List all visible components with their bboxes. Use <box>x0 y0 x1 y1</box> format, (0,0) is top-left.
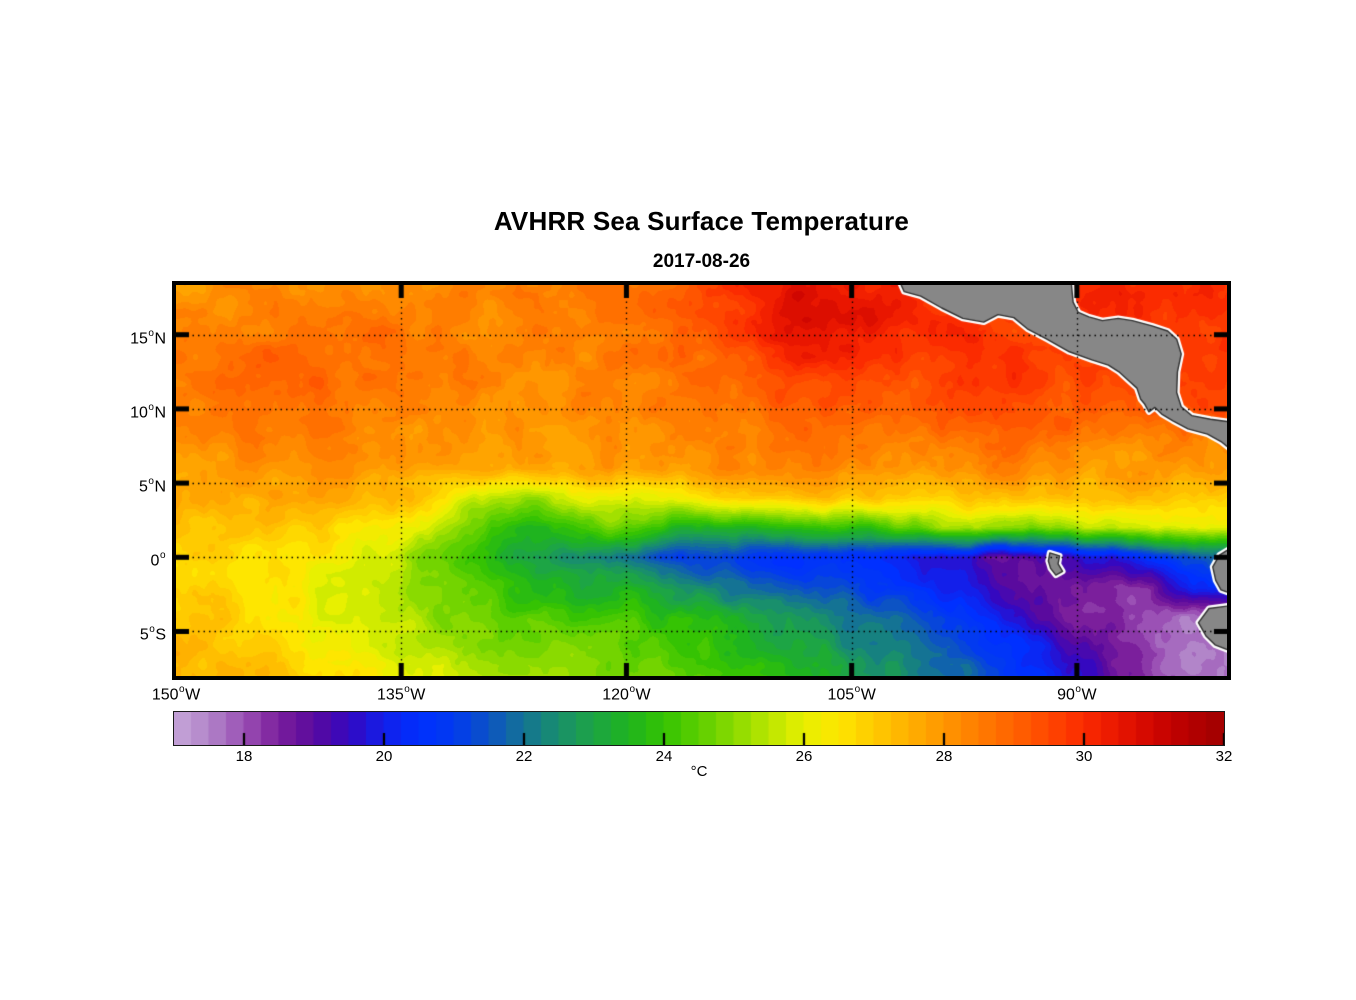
sst-map-canvas <box>176 285 1227 676</box>
colorbar-tick-label: 28 <box>935 748 953 765</box>
lat-tick-label: 5oN <box>138 476 166 496</box>
lon-tick-label: 90oW <box>1057 684 1097 704</box>
plot-subtitle: 2017-08-26 <box>652 251 751 272</box>
colorbar-tick-label: 22 <box>515 748 533 765</box>
lon-tick-label: 150oW <box>151 684 201 704</box>
colorbar-unit-label: °C <box>690 763 708 780</box>
lon-tick-label: 120oW <box>602 684 651 704</box>
lon-tick-label: 135oW <box>377 684 426 704</box>
colorbar-tick-label: 18 <box>235 748 253 765</box>
colorbar-tick-label: 24 <box>655 748 673 765</box>
colorbar-tick-label: 26 <box>795 748 813 765</box>
lat-tick-label: 15oN <box>130 327 166 348</box>
colorbar-tick-label: 20 <box>375 748 393 765</box>
map-plot <box>172 281 1231 680</box>
lat-tick-label: 0o <box>150 550 166 570</box>
colorbar-canvas <box>174 712 1224 745</box>
lon-tick-label: 105oW <box>827 684 876 704</box>
colorbar <box>173 711 1225 746</box>
lat-tick-label: 5oS <box>139 624 166 644</box>
colorbar-tick-label: 30 <box>1075 748 1093 765</box>
colorbar-tick-label: 32 <box>1215 748 1233 765</box>
lat-tick-label: 10oN <box>130 401 166 422</box>
plot-title: AVHRR Sea Surface Temperature <box>493 206 910 236</box>
